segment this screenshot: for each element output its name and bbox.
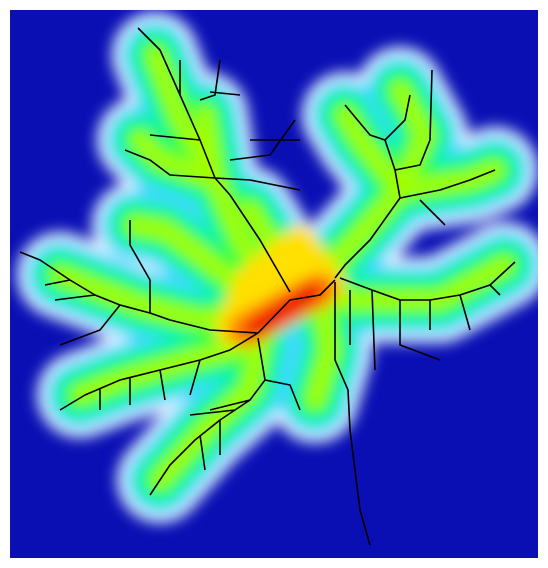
skeleton-branch: [339, 261, 516, 371]
skeleton-branch: [59, 332, 259, 411]
skeleton-branch: [264, 379, 301, 411]
skeleton-branch: [149, 337, 266, 496]
distance-field: [60, 55, 505, 480]
skeleton-branch: [19, 220, 259, 346]
skeleton-branch: [334, 69, 496, 279]
skeleton: [19, 27, 516, 546]
skeleton-core: [257, 279, 336, 334]
field-red: [245, 282, 322, 338]
skeleton-stem: [334, 282, 371, 546]
skeleton-branch: [137, 27, 291, 293]
skeleton-branch: [124, 59, 301, 191]
